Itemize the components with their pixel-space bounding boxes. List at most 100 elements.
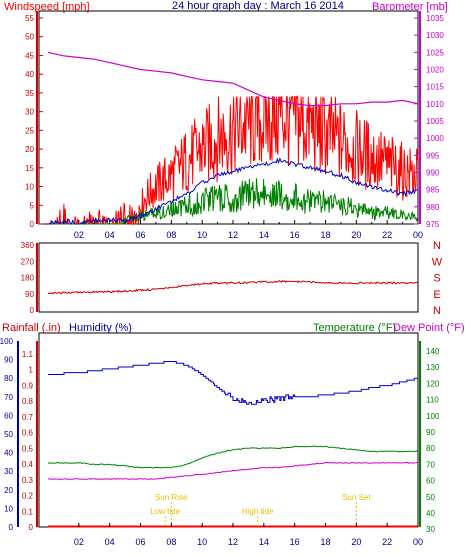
time-tick-label: 12 [228, 537, 238, 547]
time-tick-label: 02 [74, 230, 84, 240]
temperature-tick-label: 80 [426, 444, 435, 453]
event-marker-label: Sun Set [342, 493, 371, 502]
temperature-tick-label: 50 [426, 493, 435, 502]
barometer-tick-label: 1000 [426, 134, 444, 143]
temperature-tick-label: 100 [426, 412, 440, 421]
compass-label: N [433, 305, 441, 317]
humidity-tick-label: 90 [4, 356, 13, 365]
humidity-line [48, 361, 418, 405]
rainfall-tick-label: 0.7 [22, 413, 34, 422]
time-tick-label: 14 [259, 537, 269, 547]
windspeed-tick-label: 50 [25, 33, 34, 42]
humidity-tick-label: 20 [4, 486, 13, 495]
windspeed-tick-label: 35 [25, 89, 34, 98]
temperature-tick-label: 120 [426, 379, 440, 388]
direction-tick-label: 180 [21, 274, 35, 283]
rainfall-tick-label: 1.1 [22, 350, 34, 359]
time-tick-label: 20 [351, 230, 361, 240]
temperature-line [47, 445, 419, 469]
barometer-tick-label: 1005 [426, 117, 444, 126]
temperature-tick-label: 140 [426, 347, 440, 356]
compass-label: E [433, 289, 440, 301]
rainfall-label: Rainfall (.in) [2, 322, 61, 334]
temperature-label: Temperature (°F) [313, 322, 396, 334]
compass-label: S [433, 273, 440, 285]
event-marker-label: High tide [242, 507, 274, 516]
temperature-tick-label: 60 [426, 477, 435, 486]
humidity-tick-label: 70 [4, 393, 13, 402]
temperature-tick-label: 110 [426, 396, 439, 405]
temperature-tick-label: 40 [426, 509, 435, 518]
time-tick-label: 22 [382, 537, 392, 547]
barometer-tick-label: 995 [426, 151, 440, 160]
rainfall-tick-label: 0 [29, 523, 34, 532]
barometer-tick-label: 980 [426, 203, 440, 212]
dewpoint-line [47, 461, 419, 480]
time-tick-label: 04 [105, 230, 115, 240]
direction-tick-label: 360 [21, 241, 35, 250]
humidity-tick-label: 10 [4, 504, 13, 513]
windspeed-tick-label: 10 [25, 183, 34, 192]
time-tick-label: 00 [413, 537, 423, 547]
humidity-tick-label: 60 [4, 411, 13, 420]
time-tick-label: 16 [290, 537, 300, 547]
barometer-tick-label: 1025 [426, 48, 444, 57]
windspeed-tick-label: 20 [25, 145, 34, 154]
direction-tick-label: 0 [30, 306, 35, 315]
time-tick-label: 02 [74, 537, 84, 547]
chart-title: 24 hour graph day : March 16 2014 [172, 0, 344, 12]
rainfall-tick-label: 1 [29, 366, 34, 375]
barometer-tick-label: 975 [426, 220, 440, 229]
windspeed-tick-label: 25 [25, 126, 34, 135]
rainfall-tick-label: 0.4 [22, 460, 34, 469]
time-tick-label: 18 [320, 537, 330, 547]
barometer-tick-label: 985 [426, 186, 440, 195]
dewpoint-label: Dew Point (°F) [393, 322, 465, 334]
barometer-tick-label: 990 [426, 169, 440, 178]
compass-label: N [433, 240, 441, 252]
time-tick-label: 04 [105, 537, 115, 547]
temperature-tick-label: 70 [426, 460, 435, 469]
event-marker-label: Sun Rise [155, 493, 188, 502]
compass-label: W [432, 256, 443, 268]
windspeed-tick-label: 40 [25, 70, 34, 79]
time-tick-label: 22 [382, 230, 392, 240]
barometer-tick-label: 1035 [426, 14, 444, 23]
barometer-line [47, 51, 419, 107]
temperature-tick-label: 30 [426, 525, 435, 534]
time-tick-label: 00 [413, 230, 423, 240]
barometer-tick-label: 1010 [426, 100, 444, 109]
humidity-tick-label: 80 [4, 374, 13, 383]
windspeed-tick-label: 45 [25, 51, 34, 60]
humidity-tick-label: 0 [9, 523, 14, 532]
rainfall-tick-label: 0.6 [22, 429, 34, 438]
humidity-tick-label: 40 [4, 449, 13, 458]
time-tick-label: 20 [351, 537, 361, 547]
time-tick-label: 06 [135, 537, 145, 547]
barometer-label: Barometer [mb] [372, 1, 448, 13]
windspeed-tick-label: 55 [25, 14, 34, 23]
panel1-frame [38, 10, 419, 225]
wind-average-line [48, 157, 419, 225]
humidity-tick-label: 50 [4, 430, 13, 439]
wind-direction-line [47, 279, 419, 295]
windspeed-label: Windspeed [mph] [4, 1, 90, 13]
humidity-tick-label: 100 [0, 337, 14, 346]
humidity-label: Humidity (%) [69, 322, 132, 334]
time-tick-label: 16 [290, 230, 300, 240]
time-tick-label: 10 [197, 537, 207, 547]
time-tick-label: 06 [135, 230, 145, 240]
direction-tick-label: 90 [25, 290, 34, 299]
windspeed-tick-label: 15 [25, 164, 34, 173]
rainfall-tick-label: 0.8 [22, 397, 34, 406]
time-tick-label: 18 [320, 230, 330, 240]
rainfall-tick-label: 0.2 [22, 492, 34, 501]
time-tick-label: 12 [228, 230, 238, 240]
rainfall-tick-label: 0.9 [22, 381, 34, 390]
event-marker-label: Low tide [150, 507, 180, 516]
rainfall-tick-label: 0.3 [22, 476, 34, 485]
windspeed-tick-label: 0 [30, 220, 35, 229]
time-tick-label: 08 [166, 537, 176, 547]
panel2-frame [38, 242, 419, 313]
